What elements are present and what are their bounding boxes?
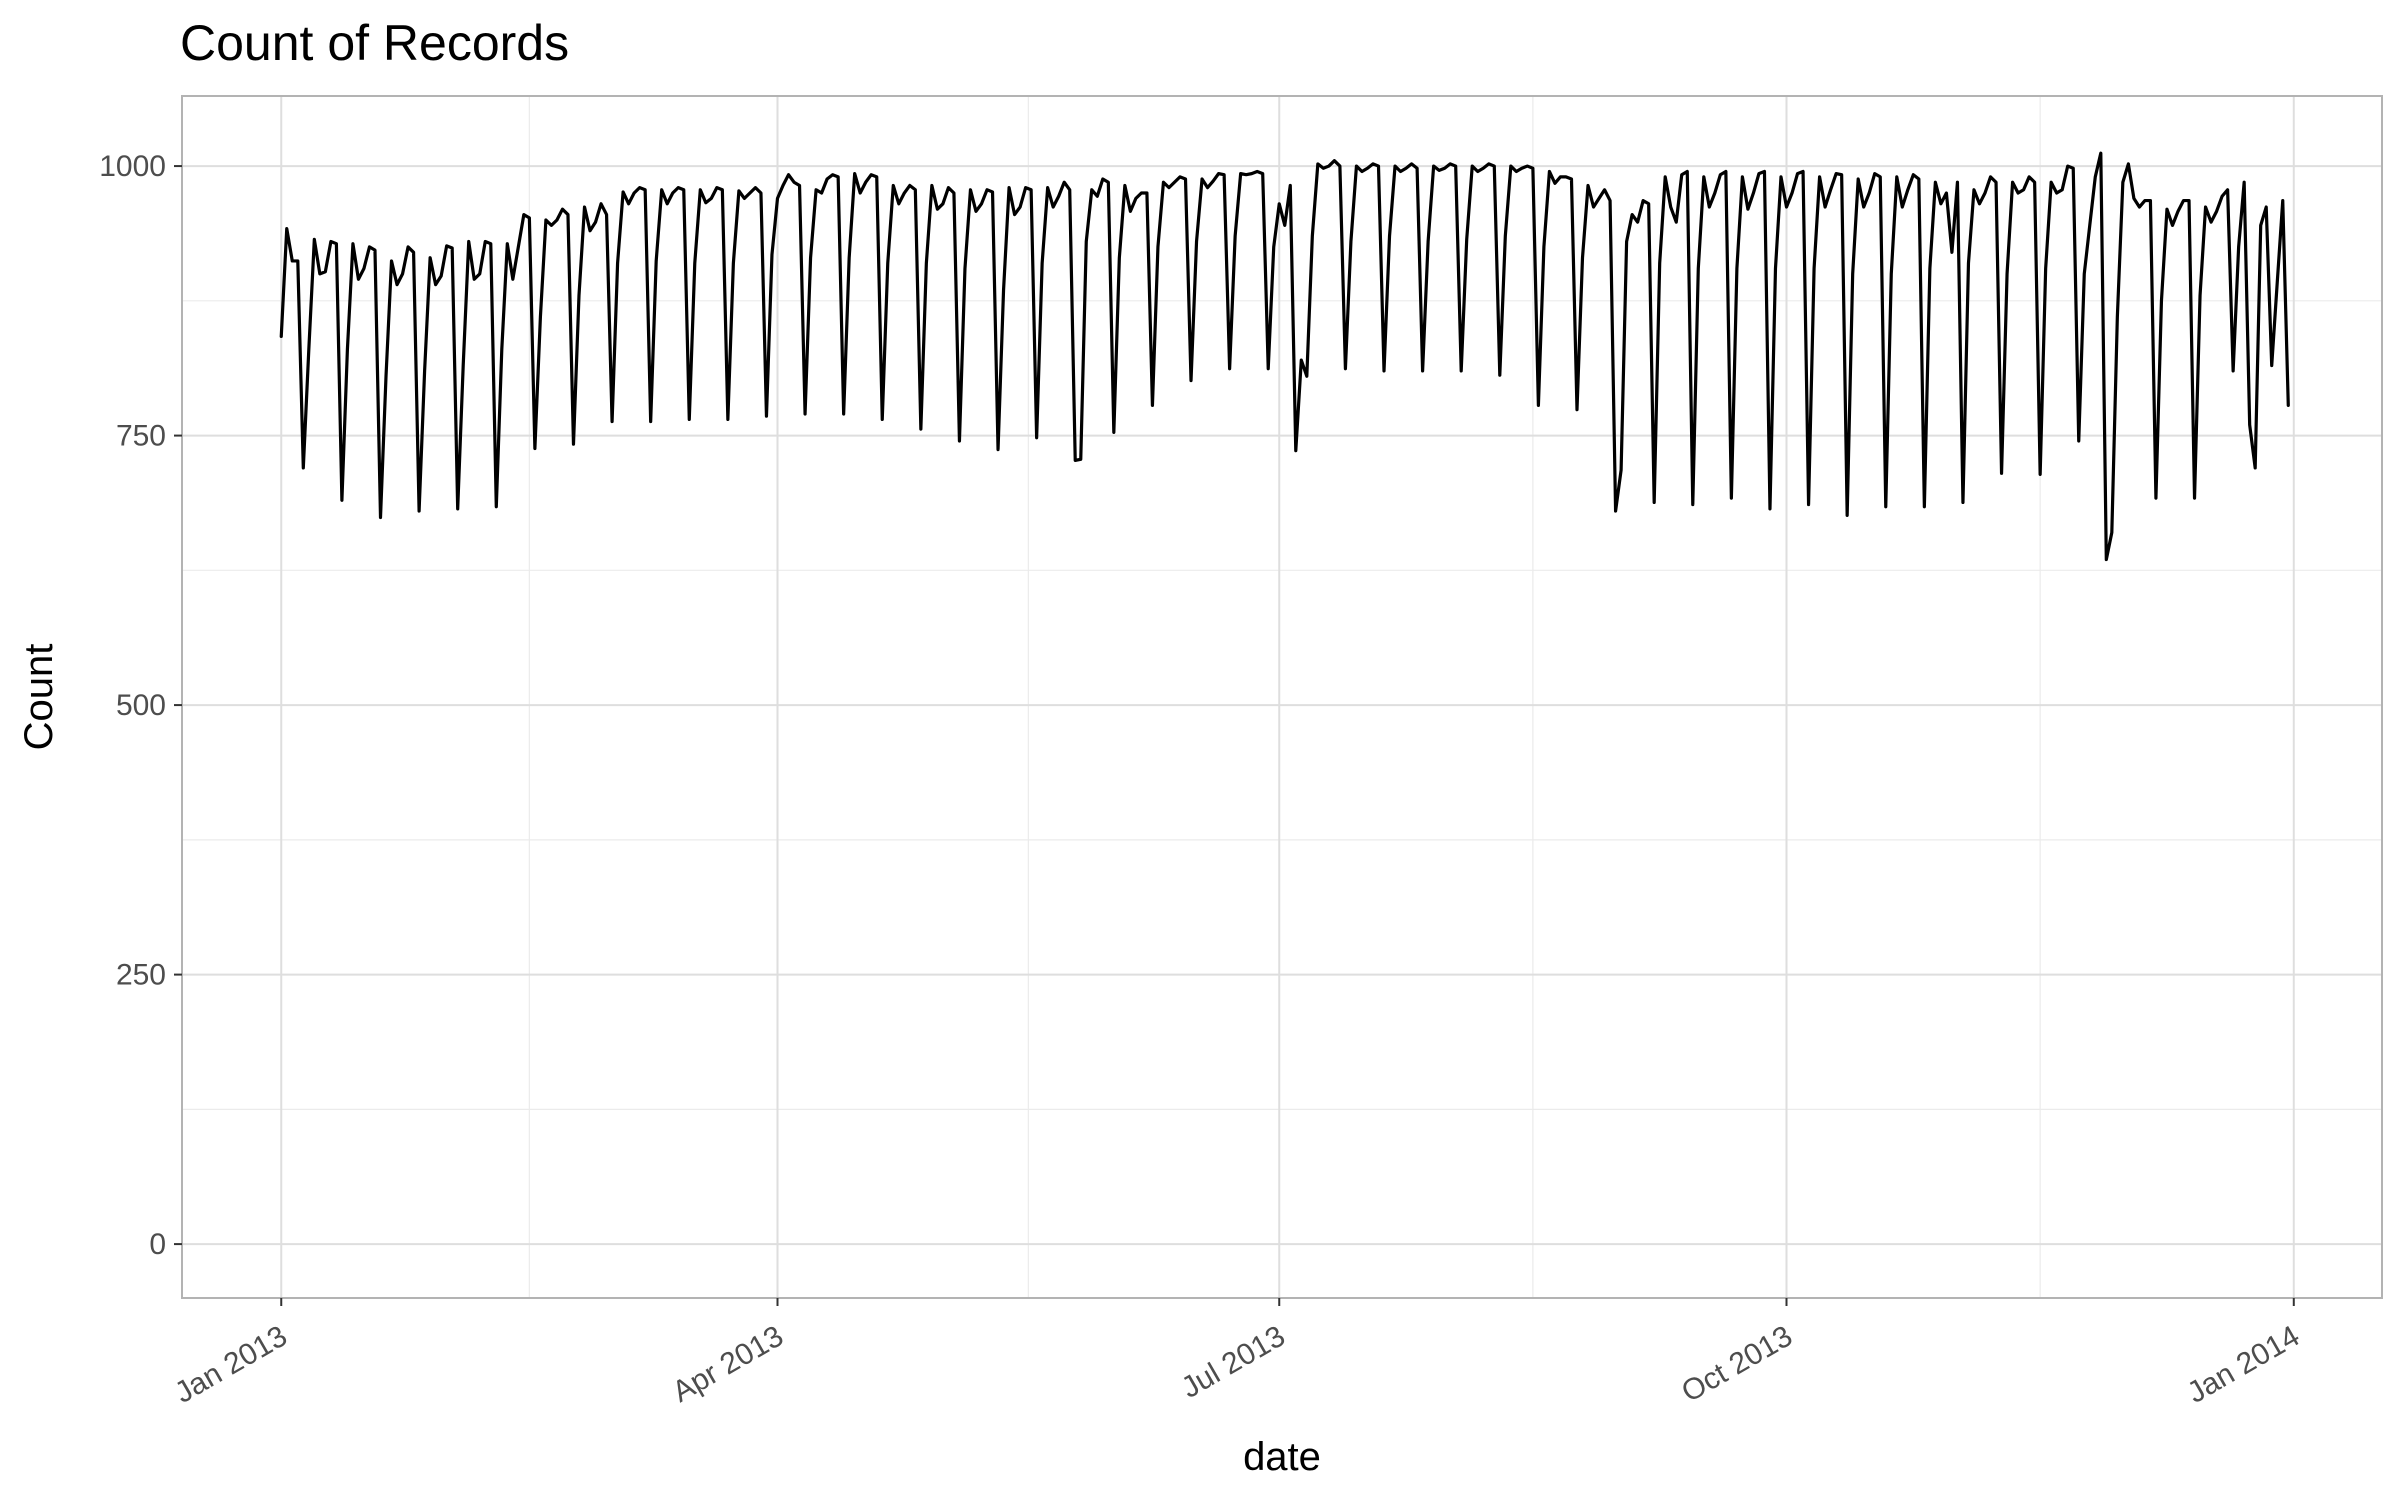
- series-line: [279, 151, 2290, 562]
- x-tick-label: Jan 2013: [169, 1319, 292, 1409]
- plot-panel-border: [181, 95, 2383, 1299]
- y-axis-ticks: 0 250 500 750 1000: [99, 150, 182, 1261]
- chart-title: Count of Records: [180, 15, 569, 71]
- x-axis-title: date: [1243, 1435, 1321, 1479]
- x-tick-label: Jan 2014: [2182, 1319, 2305, 1409]
- grid-lines: [182, 96, 2382, 1298]
- x-tick-label: Apr 2013: [667, 1319, 789, 1408]
- x-axis-ticks: Jan 2013 Apr 2013 Jul 2013 Oct 2013 Jan 2014: [169, 1298, 2305, 1410]
- y-tick-label: 750: [116, 420, 166, 453]
- y-tick-label: 500: [116, 689, 166, 722]
- x-tick-label: Jul 2013: [1176, 1319, 1291, 1404]
- series-line-group: [279, 151, 2290, 562]
- y-tick-label: 250: [116, 959, 166, 992]
- x-tick-label: Oct 2013: [1676, 1319, 1798, 1408]
- y-axis-title: Count: [17, 644, 61, 751]
- y-tick-label: 1000: [99, 150, 166, 183]
- y-tick-label: 0: [149, 1228, 166, 1261]
